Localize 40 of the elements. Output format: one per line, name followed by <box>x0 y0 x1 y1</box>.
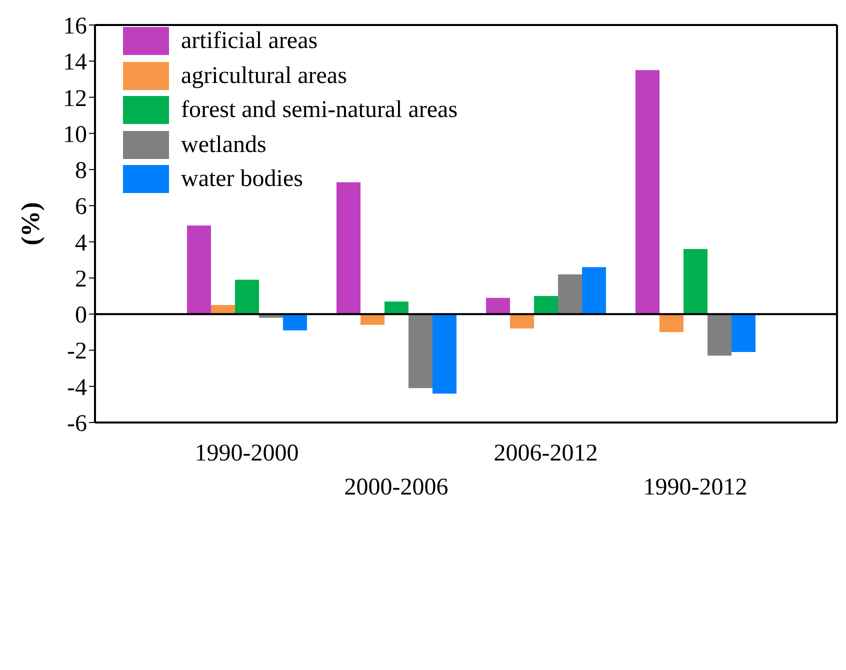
bar <box>187 226 211 314</box>
bar <box>534 296 558 314</box>
bar <box>408 314 432 388</box>
y-tick-label: 2 <box>75 266 87 292</box>
x-tick-label: 1990-2012 <box>643 474 748 500</box>
x-tick-label: 2000-2006 <box>344 474 448 500</box>
y-tick-label: 10 <box>63 122 87 148</box>
bar <box>235 280 259 314</box>
bar <box>684 249 708 314</box>
legend-label: forest and semi-natural areas <box>181 96 458 125</box>
legend-label: agricultural areas <box>181 62 347 90</box>
y-tick-label: 6 <box>75 194 87 220</box>
y-tick-label: 16 <box>63 14 87 40</box>
bar <box>510 314 534 329</box>
bar <box>432 314 456 394</box>
bar <box>486 298 510 314</box>
y-tick-label: -6 <box>67 411 87 438</box>
bar <box>636 70 660 314</box>
bar <box>732 314 756 352</box>
y-axis-title: (%) <box>16 202 46 246</box>
y-tick-label: 12 <box>63 86 87 112</box>
bar <box>384 301 408 314</box>
bar <box>708 314 732 356</box>
bar <box>558 274 582 314</box>
y-tick-label: 14 <box>63 50 87 76</box>
y-tick-label: -2 <box>67 338 87 365</box>
bar <box>360 314 384 325</box>
bar <box>582 267 606 314</box>
bar <box>336 182 360 314</box>
bar <box>283 314 307 330</box>
legend-label: artificial areas <box>181 27 318 56</box>
legend-label: water bodies <box>181 165 303 194</box>
y-tick-label: 0 <box>75 302 87 329</box>
legend-label: wetlands <box>181 130 266 160</box>
bar <box>660 314 684 332</box>
y-tick-label: 4 <box>75 230 87 256</box>
x-tick-label: 1990-2000 <box>194 440 299 466</box>
x-tick-label: 2006-2012 <box>494 440 598 466</box>
y-tick-label: -4 <box>67 374 87 401</box>
y-tick-label: 8 <box>75 158 87 184</box>
